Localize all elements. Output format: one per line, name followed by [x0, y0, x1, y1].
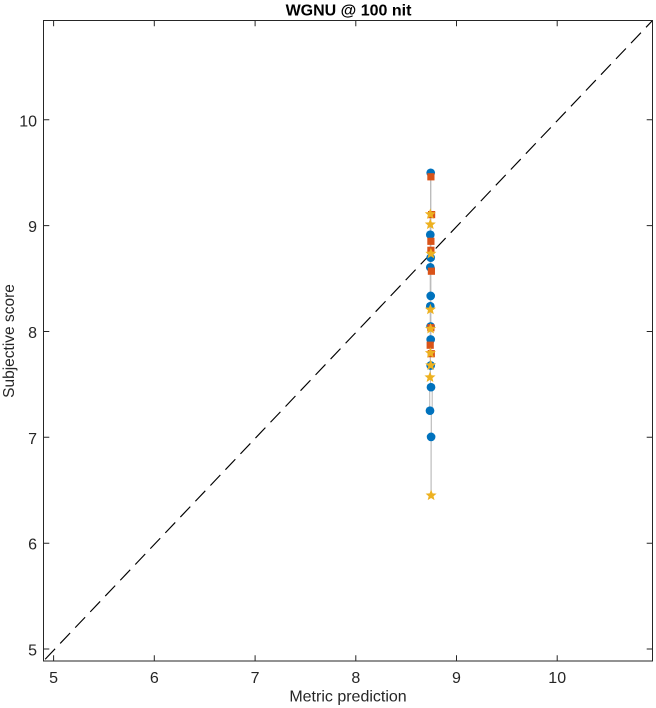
svg-text:10: 10 — [19, 113, 37, 130]
svg-text:8: 8 — [351, 670, 360, 687]
svg-text:Metric prediction: Metric prediction — [289, 689, 406, 706]
svg-text:6: 6 — [28, 537, 37, 554]
svg-text:6: 6 — [150, 670, 159, 687]
svg-text:10: 10 — [548, 670, 566, 687]
svg-text:9: 9 — [28, 219, 37, 236]
svg-text:WGNU @ 100 nit: WGNU @ 100 nit — [286, 2, 413, 19]
svg-text:Subjective score: Subjective score — [1, 284, 18, 398]
svg-text:7: 7 — [28, 431, 37, 448]
svg-text:8: 8 — [28, 325, 37, 342]
svg-text:5: 5 — [49, 670, 58, 687]
svg-text:7: 7 — [251, 670, 260, 687]
svg-text:5: 5 — [28, 643, 37, 660]
svg-text:9: 9 — [452, 670, 461, 687]
